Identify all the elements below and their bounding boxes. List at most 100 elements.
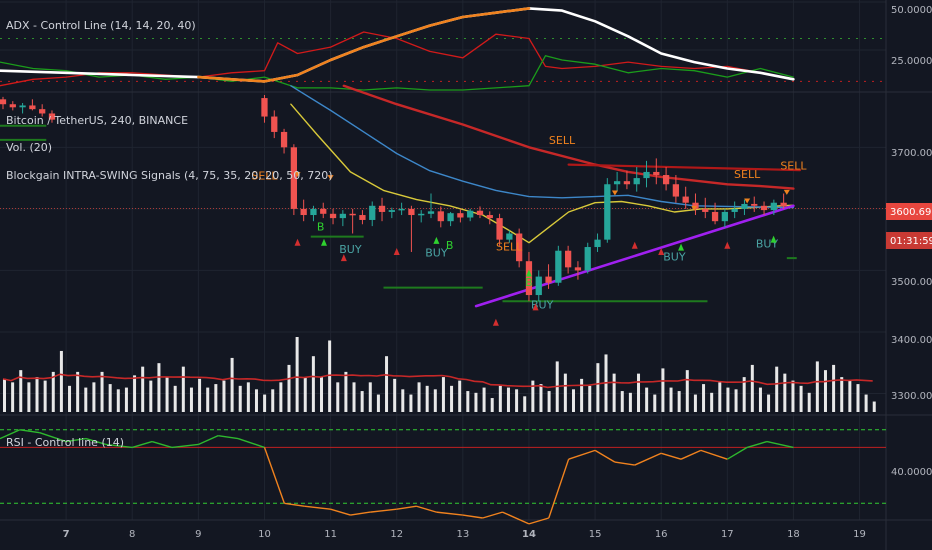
candle-body — [437, 211, 444, 222]
red-arrow-marker — [631, 241, 638, 249]
candle-body — [300, 208, 307, 216]
volume-label[interactable]: Vol. (20) — [6, 141, 52, 154]
volume-bar — [344, 371, 348, 412]
volume-bar — [181, 366, 185, 412]
candle-body — [604, 184, 611, 240]
rsi-line-segment — [105, 443, 133, 449]
rsi-line-segment — [436, 511, 463, 516]
volume-histogram — [2, 337, 876, 412]
volume-bar — [3, 378, 6, 412]
main-price-pane — [0, 84, 886, 308]
candle-body — [662, 175, 670, 185]
rsi-line-segment — [171, 443, 199, 449]
rsi-line-segment — [263, 447, 285, 504]
rsi-pane-label[interactable]: RSI - Control line (14) — [6, 436, 124, 449]
candle-body — [760, 205, 768, 211]
volume-bar — [563, 373, 567, 412]
candle-body — [565, 250, 572, 268]
candle-body — [261, 98, 268, 117]
volume-bar — [791, 380, 795, 412]
candle-body — [9, 104, 16, 108]
adx-orange-line — [197, 7, 531, 83]
candle-body — [418, 213, 425, 216]
volume-bar — [571, 389, 575, 412]
rsi-line-segment — [462, 514, 483, 519]
rsi-line-segment — [350, 511, 371, 516]
rsi-line-segment — [660, 452, 682, 460]
time-tick: 13 — [456, 529, 469, 540]
volume-bar — [693, 394, 697, 412]
volume-bar — [718, 382, 722, 412]
candle-body — [310, 208, 317, 216]
candle-body — [535, 276, 542, 296]
last-price-tag[interactable] — [886, 203, 932, 220]
volume-bar — [417, 382, 421, 412]
candle-body — [467, 210, 474, 218]
candle-body — [0, 99, 7, 105]
candle-body — [398, 208, 405, 211]
rsi-line-segment — [85, 437, 106, 446]
indicator-label[interactable]: Blockgain INTRA-SWING Signals (4, 75, 35… — [6, 169, 333, 182]
candle-body — [486, 215, 493, 219]
rsi-tick-40: 40.0000 — [891, 467, 932, 478]
volume-bar — [645, 387, 649, 412]
candle-body — [339, 213, 346, 219]
signal-label-sell: SELL — [780, 159, 807, 172]
candle-body — [378, 205, 386, 212]
candle-timer-tag — [886, 232, 932, 249]
time-axis[interactable]: 7 8 9 10 11 12 13 14 15 16 17 18 19 — [63, 529, 866, 540]
ma-blue-line — [290, 85, 795, 209]
candle-body — [388, 210, 395, 212]
volume-bar — [409, 394, 413, 412]
volume-bar — [303, 377, 307, 412]
sell-arrow-marker — [294, 172, 301, 178]
candle-body — [721, 211, 728, 222]
sell-arrow-marker — [327, 175, 334, 181]
volume-bar — [222, 380, 226, 412]
volume-bar — [263, 394, 267, 412]
volume-bar — [515, 389, 519, 412]
resistance-line — [567, 163, 802, 172]
time-tick: 9 — [195, 529, 201, 540]
time-tick: 14 — [522, 529, 536, 540]
rsi-line-segment — [19, 429, 40, 434]
time-tick: 10 — [258, 529, 271, 540]
rsi-line-segment — [218, 434, 239, 440]
volume-bar — [531, 380, 535, 412]
volume-bar — [328, 340, 332, 412]
volume-bar — [823, 370, 827, 412]
adx-pane-label[interactable]: ADX - Control Line (14, 14, 20, 40) — [6, 19, 196, 32]
rsi-line-segment — [502, 511, 530, 525]
price-tick-3300: 3300.00 — [891, 391, 932, 402]
rsi-line-segment — [548, 458, 570, 519]
candle-body — [525, 261, 533, 296]
volume-bar — [441, 377, 445, 412]
volume-bar — [669, 387, 673, 412]
signal-label-sell: SELL — [734, 168, 761, 181]
candle-body — [329, 213, 337, 219]
candle-body — [320, 208, 327, 214]
volume-bar — [133, 375, 137, 412]
rsi-line-segment — [330, 508, 351, 516]
adx-tick-50: 50.0000 — [891, 5, 932, 16]
signal-label-b: B — [446, 239, 454, 252]
volume-bar — [401, 389, 405, 412]
sell-arrow-marker — [611, 190, 618, 196]
volume-bar — [59, 350, 63, 412]
time-tick: 16 — [655, 529, 668, 540]
buy-arrow-marker — [770, 235, 777, 243]
volume-bar — [68, 385, 72, 412]
candle-body — [643, 171, 650, 179]
red-arrow-marker — [492, 318, 499, 326]
signal-label-buy: BUY — [339, 243, 362, 256]
rsi-line-segment — [198, 435, 219, 446]
price-tick-3400: 3400.00 — [891, 335, 932, 346]
candle-body — [516, 233, 523, 262]
last-price-value: 3600.69 — [890, 207, 931, 218]
symbol-label[interactable]: Bitcoin / TetherUS, 240, BINANCE — [6, 114, 188, 127]
rsi-line-segment — [66, 437, 87, 443]
volume-bar — [450, 385, 454, 412]
volume-bar — [433, 389, 437, 412]
